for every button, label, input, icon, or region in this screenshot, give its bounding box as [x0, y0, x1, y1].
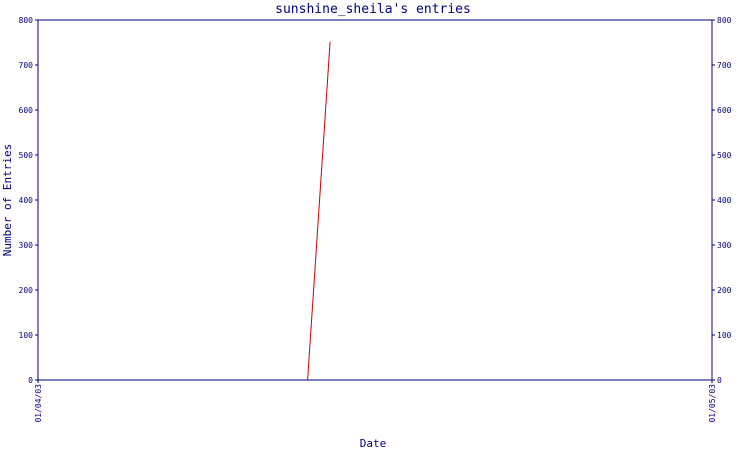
y-tick-label-right: 500	[717, 151, 732, 160]
y-tick-label-right: 700	[717, 61, 732, 70]
x-axis: 01/04/03 01/05/03	[34, 380, 717, 423]
y-tick-label-right: 800	[717, 16, 732, 25]
y-tick-label-left: 600	[19, 106, 34, 115]
x-axis-label: Date	[360, 437, 387, 450]
chart-title: sunshine_sheila's entries	[275, 2, 471, 17]
y-tick-label-left: 400	[19, 196, 34, 205]
y-tick-label-left: 500	[19, 151, 34, 160]
y-tick-label-right: 300	[717, 241, 732, 250]
y-tick-label-right: 600	[717, 106, 732, 115]
x-tick-label: 01/05/03	[708, 384, 717, 423]
y-tick-label-left: 100	[19, 331, 34, 340]
y-tick-label-right: 0	[717, 376, 722, 385]
y-axis-right: 0 100 200 300 400 500 600 700 800	[712, 16, 732, 385]
y-tick-label-right: 100	[717, 331, 732, 340]
y-tick-label-right: 400	[717, 196, 732, 205]
y-tick-label-left: 300	[19, 241, 34, 250]
x-tick-label: 01/04/03	[34, 384, 43, 423]
y-axis-left: 0 100 200 300 400 500 600 700 800	[19, 16, 38, 385]
y-axis-label: Number of Entries	[1, 144, 14, 257]
y-tick-label-left: 800	[19, 16, 34, 25]
plot-frame	[37, 19, 713, 381]
y-tick-label-left: 700	[19, 61, 34, 70]
y-tick-label-right: 200	[717, 286, 732, 295]
series-layer	[307, 41, 331, 381]
y-tick-label-left: 0	[28, 376, 33, 385]
series-line-0	[307, 41, 331, 381]
y-tick-label-left: 200	[19, 286, 34, 295]
